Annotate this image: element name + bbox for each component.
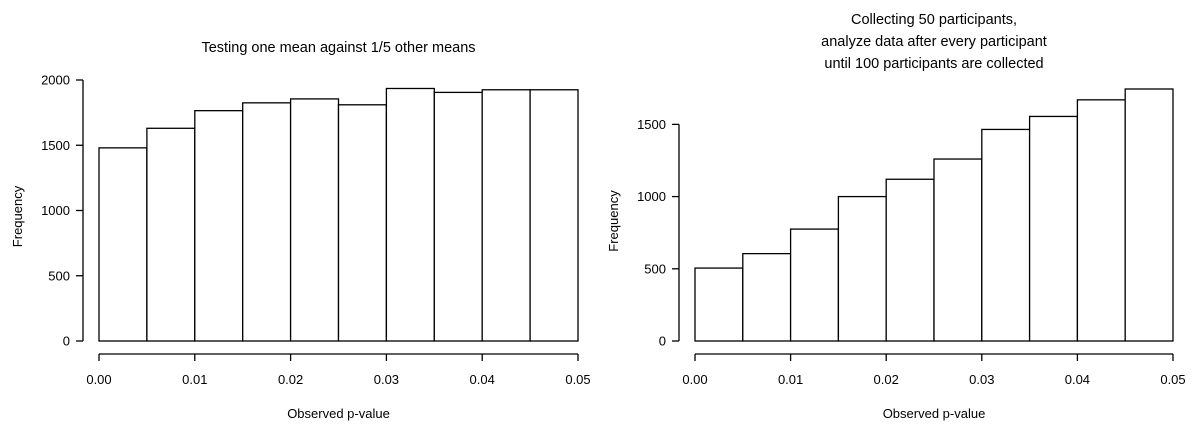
- histogram-bar: [694, 267, 744, 342]
- histogram-bar: [146, 127, 196, 342]
- histogram-bar: [981, 128, 1031, 342]
- x-tick-label: 0.03: [969, 372, 994, 387]
- x-tick-label: 0.02: [278, 372, 303, 387]
- histogram-bar: [242, 102, 292, 342]
- x-axis-title: Observed p-value: [287, 406, 390, 421]
- y-tick-label: 2000: [41, 73, 70, 88]
- histogram-bar: [885, 178, 935, 342]
- chart-title: until 100 participants are collected: [824, 56, 1043, 72]
- histogram-bar: [289, 98, 340, 342]
- x-tick-label: 0.04: [470, 372, 495, 387]
- y-tick-label: 0: [659, 334, 666, 349]
- chart-title: analyze data after every participant: [821, 34, 1047, 50]
- histogram-bar: [1028, 115, 1079, 342]
- histogram-bar: [433, 91, 483, 342]
- x-tick-label: 0.05: [565, 372, 590, 387]
- chart-panel-2: 0 500 1000 1500 0.00 0.01 0.02 0.03 0.04 0.05 Coll…: [606, 12, 1186, 421]
- y-tick-label: 1000: [637, 189, 666, 204]
- x-tick-label: 0.03: [374, 372, 399, 387]
- y-tick-label: 1000: [41, 203, 70, 218]
- histogram-bar: [789, 228, 840, 342]
- histogram-bar: [385, 87, 435, 342]
- histogram-bar: [529, 89, 579, 342]
- x-axis-title: Observed p-value: [883, 406, 986, 421]
- y-axis-title: Frequency: [10, 185, 25, 247]
- chart-title: Testing one mean against 1/5 other means: [201, 40, 475, 56]
- x-tick-label: 0.04: [1065, 372, 1090, 387]
- histogram-bar: [98, 147, 148, 342]
- y-tick-label: 1500: [637, 117, 666, 132]
- chart-panel-1: 0 500 1000 1500 2000 0.00 0.01 0.02 0.03 0.04 0.05…: [10, 40, 591, 421]
- chart-title: Collecting 50 participants,: [851, 12, 1017, 28]
- y-tick-label: 500: [644, 261, 666, 276]
- histogram-bar: [1076, 99, 1126, 342]
- histogram-bar: [194, 110, 244, 342]
- x-tick-label: 0.00: [86, 372, 111, 387]
- histogram-bar: [837, 195, 887, 342]
- histogram-bar: [337, 104, 388, 342]
- y-tick-label: 0: [63, 334, 70, 349]
- x-tick-label: 0.02: [874, 372, 899, 387]
- histogram-bar: [1124, 88, 1174, 342]
- x-tick-label: 0.00: [682, 372, 707, 387]
- x-tick-label: 0.01: [182, 372, 207, 387]
- x-tick-label: 0.01: [778, 372, 803, 387]
- histogram-bar: [742, 252, 792, 342]
- histogram-bar: [481, 89, 531, 342]
- y-tick-label: 1500: [41, 138, 70, 153]
- y-axis-title: Frequency: [606, 190, 621, 252]
- x-tick-label: 0.05: [1160, 372, 1185, 387]
- y-tick-label: 500: [48, 268, 70, 283]
- histogram-bar: [933, 158, 983, 342]
